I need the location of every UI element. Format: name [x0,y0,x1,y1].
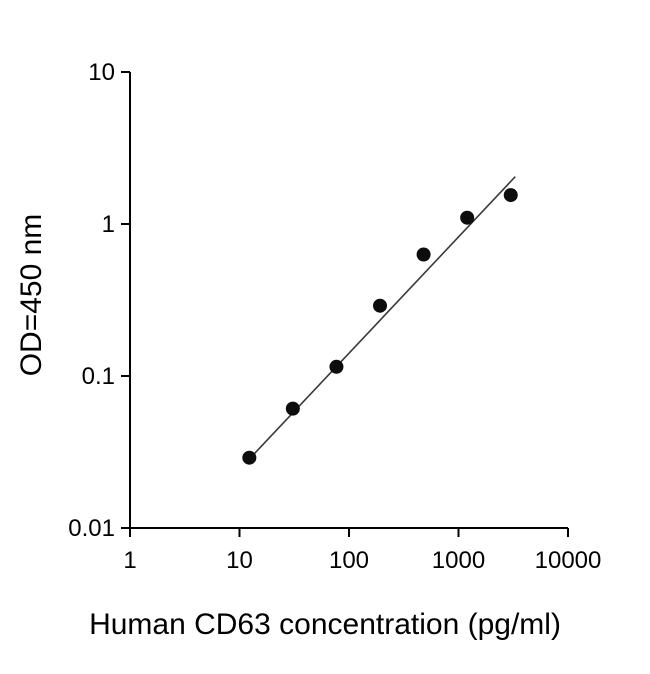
data-point [416,247,431,262]
data-point [329,359,344,374]
data-point [285,401,300,416]
data-point [373,298,388,313]
y-tick-label: 0.01 [68,515,115,542]
y-tick-label: 0.1 [82,363,115,390]
x-tick-label: 1 [123,547,136,574]
x-tick-label: 1000 [432,547,485,574]
data-point [460,210,475,225]
y-tick-label: 10 [88,59,115,86]
x-tick-label: 10000 [535,547,602,574]
y-tick-label: 1 [102,211,115,238]
x-axis-label: Human CD63 concentration (pg/ml) [89,608,561,641]
data-point [242,450,257,465]
data-point [503,188,518,203]
x-tick-label: 100 [329,547,369,574]
fit-line [245,176,516,463]
y-axis-label: OD=450 nm [15,213,48,377]
x-tick-label: 10 [226,547,253,574]
